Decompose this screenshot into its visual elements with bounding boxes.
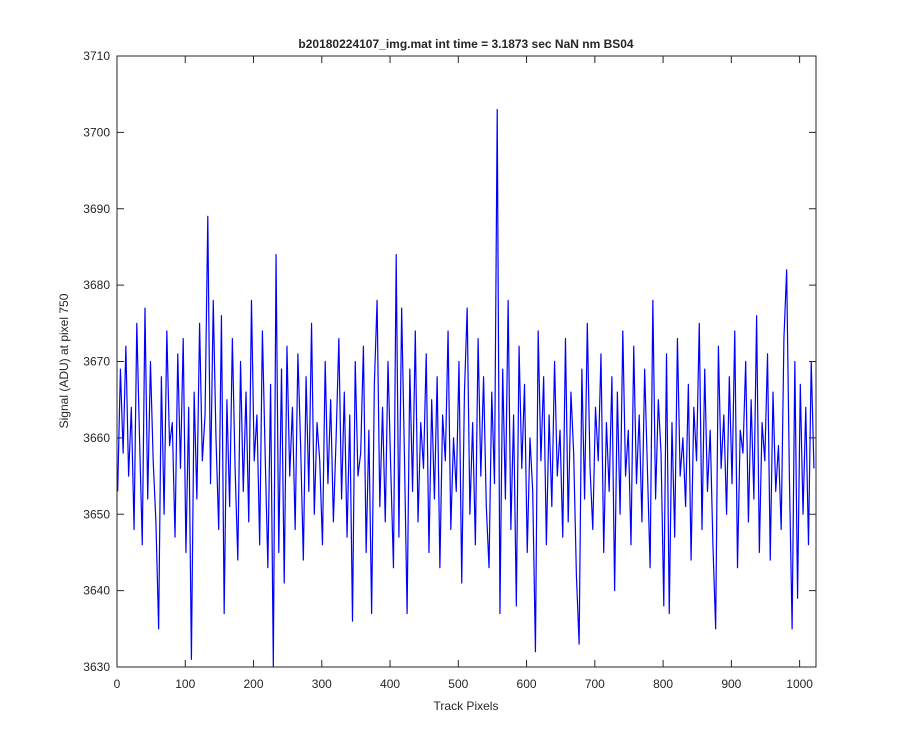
y-tick-label: 3690 — [83, 202, 110, 216]
y-tick-label: 3630 — [83, 660, 110, 674]
chart-title: b20180224107_img.mat int time = 3.1873 s… — [298, 37, 634, 51]
x-tick-label: 300 — [312, 677, 332, 691]
x-tick-label: 1000 — [786, 677, 813, 691]
x-tick-label: 400 — [380, 677, 400, 691]
y-axis-label: Signal (ADU) at pixel 750 — [57, 293, 71, 428]
y-tick-label: 3650 — [83, 507, 110, 521]
x-tick-label: 800 — [653, 677, 673, 691]
y-tick-label: 3660 — [83, 431, 110, 445]
x-tick-label: 200 — [244, 677, 264, 691]
y-tick-label: 3680 — [83, 278, 110, 292]
x-tick-label: 0 — [114, 677, 121, 691]
data-line — [117, 108, 815, 668]
x-tick-label: 900 — [721, 677, 741, 691]
x-axis-label: Track Pixels — [434, 699, 499, 713]
y-tick-label: 3700 — [83, 125, 110, 139]
x-tick-label: 100 — [175, 677, 195, 691]
x-tick-label: 500 — [448, 677, 468, 691]
x-tick-label: 600 — [517, 677, 537, 691]
y-tick-label: 3710 — [83, 49, 110, 63]
x-tick-label: 700 — [585, 677, 605, 691]
y-tick-label: 3640 — [83, 584, 110, 598]
y-tick-label: 3670 — [83, 355, 110, 369]
